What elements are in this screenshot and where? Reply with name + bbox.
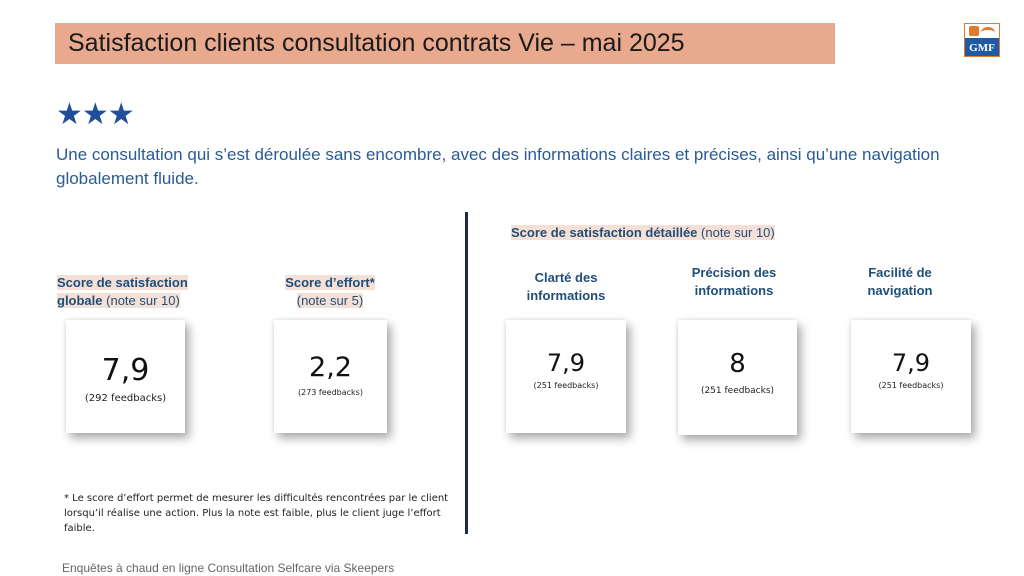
clarity-score-value: 7,9 <box>546 349 586 377</box>
global-score-card: 7,9 (292 feedbacks) <box>66 320 185 433</box>
gmf-logo: GMF <box>964 23 1000 57</box>
effort-score-card: 2,2 (273 feedbacks) <box>274 320 387 433</box>
source-note: Enquêtes à chaud en ligne Consultation S… <box>62 561 395 575</box>
global-score-label: Score de satisfaction globale (note sur … <box>57 274 207 310</box>
summary-text: Une consultation qui s’est déroulée sans… <box>56 145 940 188</box>
clarity-label-line-2: informations <box>526 288 606 303</box>
clarity-score-card: 7,9 (251 feedbacks) <box>506 320 626 433</box>
vertical-divider <box>465 212 468 534</box>
effort-score-label-note: (note sur 5) <box>296 293 364 308</box>
title-banner: Satisfaction clients consultation contra… <box>55 23 835 64</box>
footnote-line-2: lorsqu’il réalise une action. Plus la no… <box>64 508 441 534</box>
global-score-label-note: (note sur 10) <box>106 293 180 308</box>
logo-emblem-icon <box>965 24 999 38</box>
effort-score-value: 2,2 <box>309 352 352 383</box>
star-rating-icon: ★★★ <box>56 98 135 131</box>
global-score-label-bold-2: globale <box>57 293 103 308</box>
detailed-heading-bold: Score de satisfaction détaillée <box>511 225 698 240</box>
effort-score-feedbacks: (273 feedbacks) <box>298 388 363 397</box>
global-score-label-bold-1: Score de satisfaction <box>57 275 188 290</box>
precision-score-feedbacks: (251 feedbacks) <box>700 386 775 396</box>
effort-score-label: Score d’effort* (note sur 5) <box>265 274 395 310</box>
navigation-score-card: 7,9 (251 feedbacks) <box>851 320 971 433</box>
precision-label-line-2: informations <box>694 283 774 298</box>
precision-label-line-1: Précision des <box>691 265 777 280</box>
clarity-label-line-1: Clarté des <box>534 270 598 285</box>
global-score-value: 7,9 <box>101 353 150 388</box>
navigation-label-line-2: navigation <box>867 283 933 298</box>
effort-score-label-bold: Score d’effort* <box>285 275 375 290</box>
navigation-label: Facilité de navigation <box>850 264 950 300</box>
navigation-score-feedbacks: (251 feedbacks) <box>878 381 944 390</box>
precision-score-value: 8 <box>729 349 746 379</box>
footnote-line-1: * Le score d’effort permet de mesurer le… <box>64 493 449 504</box>
precision-label: Précision des informations <box>672 264 796 300</box>
logo-text: GMF <box>969 42 995 54</box>
navigation-score-value: 7,9 <box>891 349 931 377</box>
detailed-heading: Score de satisfaction détaillée (note su… <box>511 224 831 242</box>
clarity-label: Clarté des informations <box>506 269 626 305</box>
page-title: Satisfaction clients consultation contra… <box>68 29 685 57</box>
effort-footnote: * Le score d’effort permet de mesurer le… <box>64 491 464 536</box>
detailed-heading-note: (note sur 10) <box>701 225 775 240</box>
precision-score-card: 8 (251 feedbacks) <box>678 320 797 435</box>
global-score-feedbacks: (292 feedbacks) <box>84 393 167 404</box>
navigation-label-line-1: Facilité de <box>868 265 932 280</box>
clarity-score-feedbacks: (251 feedbacks) <box>533 381 599 390</box>
